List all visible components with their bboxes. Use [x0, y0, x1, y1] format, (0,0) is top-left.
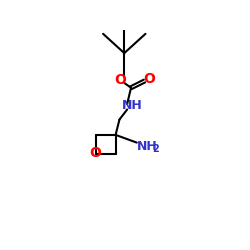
Text: O: O: [114, 73, 126, 87]
Text: NH: NH: [136, 140, 157, 153]
Text: O: O: [143, 72, 155, 86]
Text: O: O: [90, 146, 101, 160]
Text: NH: NH: [122, 98, 143, 112]
Text: 2: 2: [152, 144, 159, 154]
